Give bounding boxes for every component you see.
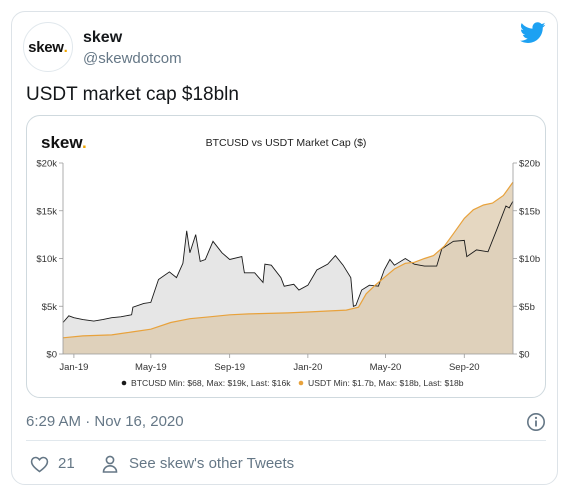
y-left-tick-label: $10k — [36, 254, 57, 265]
heart-icon[interactable] — [30, 455, 49, 473]
y-right-tick-label: $20b — [519, 159, 540, 170]
y-right-tick-label: $0 — [519, 350, 530, 361]
see-other-tweets-link[interactable]: See skew's other Tweets — [129, 455, 295, 472]
x-tick-label: Jan-20 — [293, 362, 322, 373]
legend-marker-usdt — [298, 380, 304, 386]
tweet-text: USDT market cap $18bln — [26, 84, 239, 105]
usdt-line — [62, 181, 514, 339]
y-left-tick-label: $5k — [42, 302, 58, 313]
x-tick-label: Jan-19 — [59, 362, 88, 373]
usdt-area — [63, 182, 513, 354]
chart-logo: skew. — [41, 133, 87, 152]
avatar-logo-dot: . — [63, 38, 68, 56]
chart-legend: BTCUSD Min: $68, Max: $19k, Last: $16k US… — [121, 378, 464, 388]
avatar[interactable]: skew. — [23, 22, 73, 72]
y-left-tick-label: $20k — [36, 159, 57, 170]
x-tick-label: Sep-20 — [449, 362, 480, 373]
x-tick-label: May-20 — [370, 362, 402, 373]
avatar-logo-text: skew — [28, 38, 64, 56]
x-tick-label: Sep-19 — [214, 362, 245, 373]
y-right-tick-label: $15b — [519, 206, 540, 217]
y-left-tick-label: $15k — [36, 206, 57, 217]
y-right-tick-label: $10b — [519, 254, 540, 265]
tweet-media-chart[interactable]: skew. BTCUSD vs USDT Market Cap ($) $0 $5… — [26, 115, 546, 398]
chart-title: BTCUSD vs USDT Market Cap ($) — [206, 137, 367, 149]
tweet-timestamp[interactable]: 6:29 AM · Nov 16, 2020 — [26, 413, 184, 430]
info-icon[interactable] — [526, 412, 546, 432]
legend-label-btcusd: BTCUSD Min: $68, Max: $19k, Last: $16k — [131, 378, 291, 388]
chart-canvas: skew. BTCUSD vs USDT Market Cap ($) $0 $5… — [36, 133, 540, 388]
btc-line — [62, 200, 514, 323]
chart-axes: $0 $5k $10k $15k $20k $0 $5b $10b $15b $20b Jan-19… — [36, 159, 540, 374]
display-name[interactable]: skew — [83, 29, 123, 46]
twitter-bird-icon[interactable] — [520, 22, 546, 44]
person-icon — [102, 455, 118, 473]
plot-area — [62, 181, 514, 354]
legend-label-usdt: USDT Min: $1.7b, Max: $18b, Last: $18b — [308, 378, 464, 388]
legend-marker-btcusd — [121, 380, 127, 386]
like-count[interactable]: 21 — [58, 455, 75, 472]
x-tick-label: May-19 — [135, 362, 167, 373]
divider — [26, 440, 546, 441]
y-right-tick-label: $5b — [519, 302, 535, 313]
user-handle[interactable]: @skewdotcom — [83, 50, 182, 67]
y-left-tick-label: $0 — [46, 350, 57, 361]
